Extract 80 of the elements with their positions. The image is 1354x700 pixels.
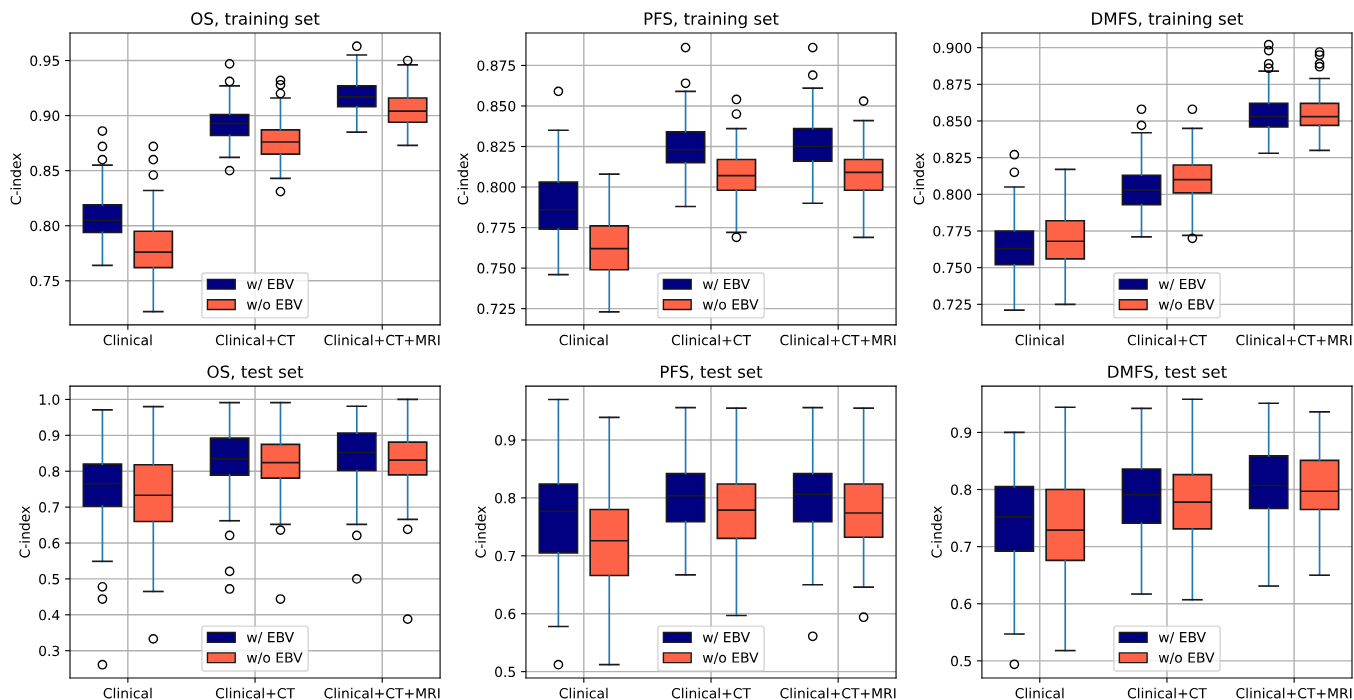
legend-label: w/o EBV xyxy=(1158,299,1215,311)
y-axis-title: C-index xyxy=(10,153,22,205)
x-tick-label: Clinical+CT+MRI xyxy=(324,334,440,346)
y-tick-label: 0.5 xyxy=(495,666,516,678)
y-axis-title: C-index xyxy=(913,153,925,205)
y-tick-label: 0.95 xyxy=(30,55,60,67)
legend-label: w/ EBV xyxy=(702,632,750,644)
y-tick-label: 0.825 xyxy=(477,141,516,152)
y-tick-label: 0.8 xyxy=(495,492,516,504)
chart-title: DMFS, training set xyxy=(1092,12,1244,29)
y-tick-label: 0.750 xyxy=(933,262,972,274)
legend-label: w/o EBV xyxy=(246,652,303,664)
x-tick-label: Clinical+CT xyxy=(671,334,751,346)
y-axis-title: C-index xyxy=(931,506,942,558)
x-tick-label: Clinical xyxy=(103,334,152,346)
y-tick-label: 0.75 xyxy=(30,275,60,287)
x-tick-label: Clinical xyxy=(559,687,608,699)
y-tick-label: 0.5 xyxy=(39,573,60,585)
legend-label: w/o EBV xyxy=(246,299,303,311)
y-tick-label: 0.800 xyxy=(933,189,972,200)
x-tick-label: Clinical+CT xyxy=(215,334,296,346)
chart-title: OS, training set xyxy=(191,12,320,29)
y-axis-title: C-index xyxy=(475,506,486,558)
y-tick-label: 0.725 xyxy=(477,303,516,315)
y-tick-label: 0.875 xyxy=(933,79,971,90)
chart-title: DMFS, test set xyxy=(1108,365,1227,380)
y-axis-title: C-index xyxy=(19,506,30,558)
x-tick-label: Clinical+CT xyxy=(671,687,751,699)
y-tick-label: 0.7 xyxy=(951,541,971,553)
x-tick-label: Clinical+CT xyxy=(215,687,296,699)
y-axis-title: C-index xyxy=(457,153,469,205)
legend-label: w/o EBV xyxy=(702,652,759,664)
y-tick-label: 0.825 xyxy=(933,152,971,164)
y-tick-label: 0.6 xyxy=(39,537,60,549)
x-tick-label: Clinical+CT+MRI xyxy=(780,687,896,699)
y-tick-label: 0.850 xyxy=(477,100,516,112)
y-tick-label: 0.90 xyxy=(30,110,60,122)
legend-label: w/ EBV xyxy=(1158,632,1206,644)
legend-label: w/o EBV xyxy=(1158,652,1215,664)
y-tick-label: 0.7 xyxy=(495,550,516,562)
chart-title: PFS, test set xyxy=(660,365,763,380)
y-tick-label: 0.9 xyxy=(39,430,60,441)
y-tick-label: 0.850 xyxy=(933,115,972,127)
y-tick-label: 0.3 xyxy=(39,645,60,657)
y-tick-label: 0.775 xyxy=(933,225,971,237)
x-tick-label: Clinical+CT+MRI xyxy=(780,334,896,346)
x-tick-label: Clinical+CT+MRI xyxy=(1236,334,1352,346)
legend-label: w/ EBV xyxy=(702,278,750,291)
chart-title: OS, test set xyxy=(207,365,304,380)
x-tick-label: Clinical+CT xyxy=(1127,687,1207,699)
y-tick-label: 0.725 xyxy=(933,299,971,310)
y-tick-label: 0.875 xyxy=(477,60,516,71)
x-tick-label: Clinical xyxy=(1015,334,1064,346)
x-tick-label: Clinical xyxy=(1015,687,1064,699)
x-tick-label: Clinical+CT+MRI xyxy=(324,687,440,699)
y-tick-label: 0.800 xyxy=(477,182,516,193)
y-tick-label: 0.5 xyxy=(951,655,971,667)
y-tick-label: 0.750 xyxy=(477,263,516,274)
x-tick-label: Clinical xyxy=(103,687,152,699)
chart-title: PFS, training set xyxy=(644,12,779,29)
legend-label: w/ EBV xyxy=(1158,278,1206,291)
y-tick-label: 0.9 xyxy=(495,434,516,446)
legend-label: w/ EBV xyxy=(246,278,295,291)
y-tick-label: 0.7 xyxy=(39,502,60,513)
x-tick-label: Clinical xyxy=(559,334,608,346)
y-tick-label: 0.8 xyxy=(951,484,972,495)
y-tick-label: 0.900 xyxy=(933,42,972,54)
y-tick-label: 1.0 xyxy=(39,394,60,405)
y-tick-label: 0.6 xyxy=(495,608,516,620)
x-tick-label: Clinical+CT+MRI xyxy=(1236,687,1352,699)
y-tick-label: 0.9 xyxy=(951,427,972,438)
legend-label: w/o EBV xyxy=(702,299,759,311)
y-tick-label: 0.8 xyxy=(39,466,60,477)
y-tick-label: 0.6 xyxy=(951,598,972,610)
y-tick-label: 0.775 xyxy=(477,222,516,234)
y-tick-label: 0.4 xyxy=(39,609,60,621)
y-tick-label: 0.85 xyxy=(30,165,60,177)
y-tick-label: 0.80 xyxy=(30,220,60,232)
legend-label: w/ EBV xyxy=(246,632,295,644)
x-tick-label: Clinical+CT xyxy=(1127,334,1207,346)
